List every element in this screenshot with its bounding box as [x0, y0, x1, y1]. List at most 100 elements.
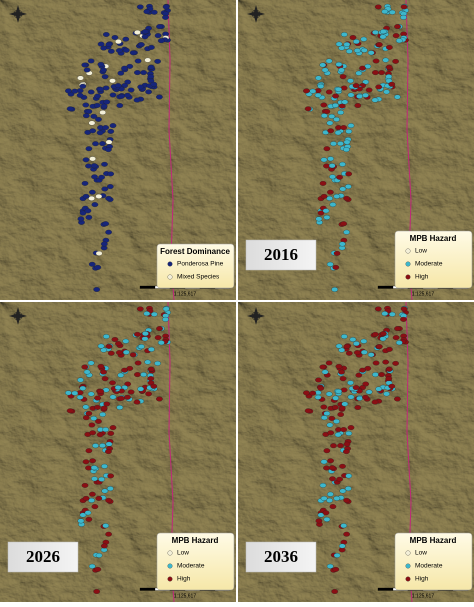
stand-dot: [333, 193, 341, 199]
stand-dot: [101, 186, 109, 192]
stand-dot: [353, 350, 361, 356]
stand-dot: [144, 359, 152, 365]
stand-dot: [343, 195, 350, 201]
stand-dot: [89, 430, 97, 436]
stand-dot: [102, 334, 110, 339]
stand-dot: [82, 157, 90, 163]
stand-dot: [320, 157, 328, 163]
stand-dot: [374, 306, 382, 312]
stand-dot: [345, 430, 353, 436]
scale-label: 1:125,617: [412, 291, 434, 297]
stand-dot: [124, 92, 131, 98]
stand-dot: [109, 394, 117, 400]
stand-dot: [334, 432, 342, 438]
stand-dot: [95, 495, 103, 501]
stand-dot: [372, 29, 379, 35]
stand-dot: [383, 89, 390, 95]
stand-dot: [115, 48, 123, 54]
stand-dot: [309, 390, 317, 396]
stand-dot: [91, 174, 98, 180]
stand-dot: [382, 57, 390, 63]
stand-dot: [103, 99, 111, 105]
stand-dot: [340, 221, 348, 227]
map-panel: 1:125,617 Forest Dominance Ponderosa Pine M…: [0, 0, 236, 300]
stand-dot: [367, 50, 375, 56]
stand-dot: [99, 141, 106, 147]
stand-dot: [320, 102, 328, 108]
legend-swatch: [405, 261, 411, 267]
stand-dot: [105, 531, 112, 537]
stand-dot: [99, 412, 107, 417]
stand-dot: [82, 459, 90, 465]
stand-dot: [116, 103, 124, 108]
stand-dot: [321, 369, 329, 375]
stand-dot: [333, 250, 341, 256]
stand-dot: [127, 389, 135, 395]
stand-dot: [347, 425, 355, 431]
stand-dot: [76, 92, 84, 98]
stand-dot: [375, 84, 383, 90]
stand-dot: [101, 376, 109, 382]
stand-dot: [156, 94, 163, 100]
stand-dot: [106, 486, 114, 492]
stand-dot: [315, 377, 322, 383]
stand-dot: [379, 336, 387, 342]
legend-item: Low: [177, 550, 189, 557]
stand-dot: [138, 42, 145, 48]
stand-dot: [400, 316, 407, 322]
stand-dot: [347, 380, 354, 386]
stand-dot: [335, 343, 343, 349]
stand-dot: [141, 34, 149, 40]
stand-dot: [65, 390, 72, 396]
stand-dot: [340, 32, 348, 37]
stand-dot: [89, 156, 96, 162]
stand-dot: [340, 125, 347, 131]
stand-dot: [383, 391, 390, 397]
stand-dot: [343, 41, 351, 47]
stand-dot: [338, 369, 345, 375]
stand-dot: [352, 83, 360, 89]
stand-dot: [71, 88, 79, 94]
stand-dot: [325, 360, 333, 366]
stand-dot: [315, 216, 323, 222]
stand-dot: [334, 130, 342, 136]
stand-dot: [367, 352, 375, 358]
stand-dot: [85, 516, 93, 522]
stand-dot: [332, 404, 339, 410]
stand-dot: [322, 208, 330, 214]
stand-dot: [102, 125, 109, 131]
stand-dot: [328, 465, 336, 471]
stand-dot: [92, 443, 99, 449]
scale-segment: [377, 587, 394, 591]
stand-dot: [116, 405, 124, 410]
stand-dot: [379, 34, 387, 40]
stand-dot: [94, 566, 102, 572]
stand-dot: [94, 404, 101, 410]
stand-dot: [87, 58, 95, 64]
stand-dot: [157, 340, 165, 346]
stand-dot: [317, 385, 325, 391]
stand-dot: [343, 497, 350, 503]
stand-dot: [332, 102, 339, 108]
stand-dot: [394, 396, 401, 402]
stand-dot: [385, 64, 393, 70]
legend-swatch: [405, 274, 411, 280]
stand-dot: [321, 67, 329, 73]
stand-dot: [320, 404, 328, 410]
stand-dot: [105, 147, 112, 153]
stand-dot: [394, 94, 401, 100]
stand-dot: [101, 488, 109, 494]
stand-dot: [95, 250, 103, 256]
stand-dot: [88, 120, 96, 126]
stand-dot: [352, 385, 360, 391]
stand-dot: [115, 341, 122, 347]
legend-box: [156, 243, 235, 289]
north-arrow-shape: [9, 307, 27, 325]
stand-dot: [81, 62, 89, 68]
stand-dot: [378, 70, 385, 76]
stand-dot: [97, 61, 105, 67]
stand-dot: [319, 364, 327, 370]
stand-dot: [94, 102, 101, 108]
legend-title: MPB Hazard: [172, 536, 219, 545]
stand-dot: [95, 116, 102, 122]
